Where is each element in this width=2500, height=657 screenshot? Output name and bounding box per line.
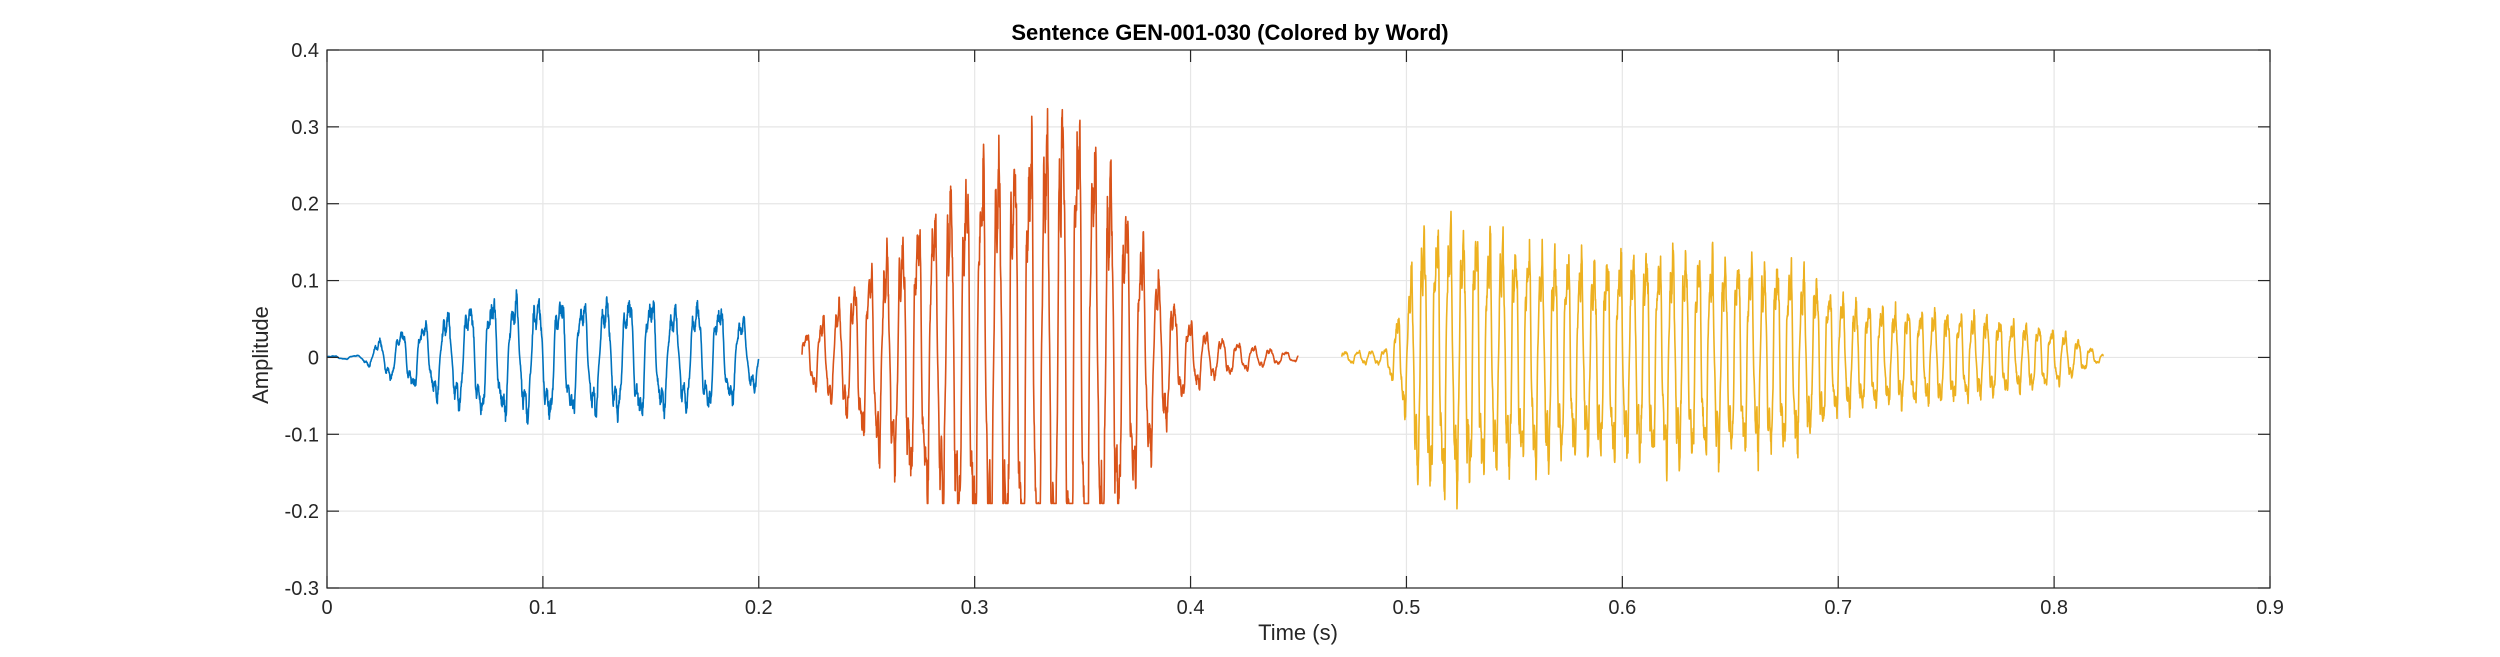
y-tick-label: 0 [308, 347, 319, 369]
y-tick-label: -0.3 [285, 578, 319, 600]
y-tick-label: -0.1 [285, 424, 319, 446]
x-axis: 0 0.1 0.2 0.3 0.4 0.5 0.6 0.7 0.8 0.9 [321, 50, 2284, 619]
series-line-3 [1340, 210, 2105, 510]
grid-lines [326, 49, 2271, 589]
y-tick-label: 0.4 [291, 40, 319, 62]
y-tick-label: 0.2 [291, 194, 319, 216]
series-line-1 [326, 289, 760, 425]
y-tick-label: -0.2 [285, 501, 319, 523]
x-tick-label: 0.1 [529, 597, 557, 619]
y-axis-label: Amplitude [248, 306, 273, 404]
series-line-2 [801, 107, 1299, 505]
x-tick-label: 0.4 [1177, 597, 1205, 619]
plot-frame [326, 49, 2271, 589]
x-tick-label: 0.9 [2256, 597, 2284, 619]
chart-title: Sentence GEN-001-030 (Colored by Word) [1011, 20, 1448, 45]
y-tick-label: 0.1 [291, 271, 319, 293]
x-tick-label: 0.3 [961, 597, 989, 619]
series-layer [326, 107, 2105, 510]
x-tick-label: 0.7 [1824, 597, 1852, 619]
x-tick-label: 0.2 [745, 597, 773, 619]
x-tick-label: 0.5 [1393, 597, 1421, 619]
x-tick-label: 0.8 [2040, 597, 2068, 619]
y-tick-label: 0.3 [291, 117, 319, 139]
x-axis-label: Time (s) [1258, 620, 1338, 645]
x-tick-label: 0.6 [1608, 597, 1636, 619]
y-axis: -0.3 -0.2 -0.1 0 0.1 0.2 0.3 0.4 [285, 40, 2270, 600]
x-tick-label: 0 [321, 597, 332, 619]
